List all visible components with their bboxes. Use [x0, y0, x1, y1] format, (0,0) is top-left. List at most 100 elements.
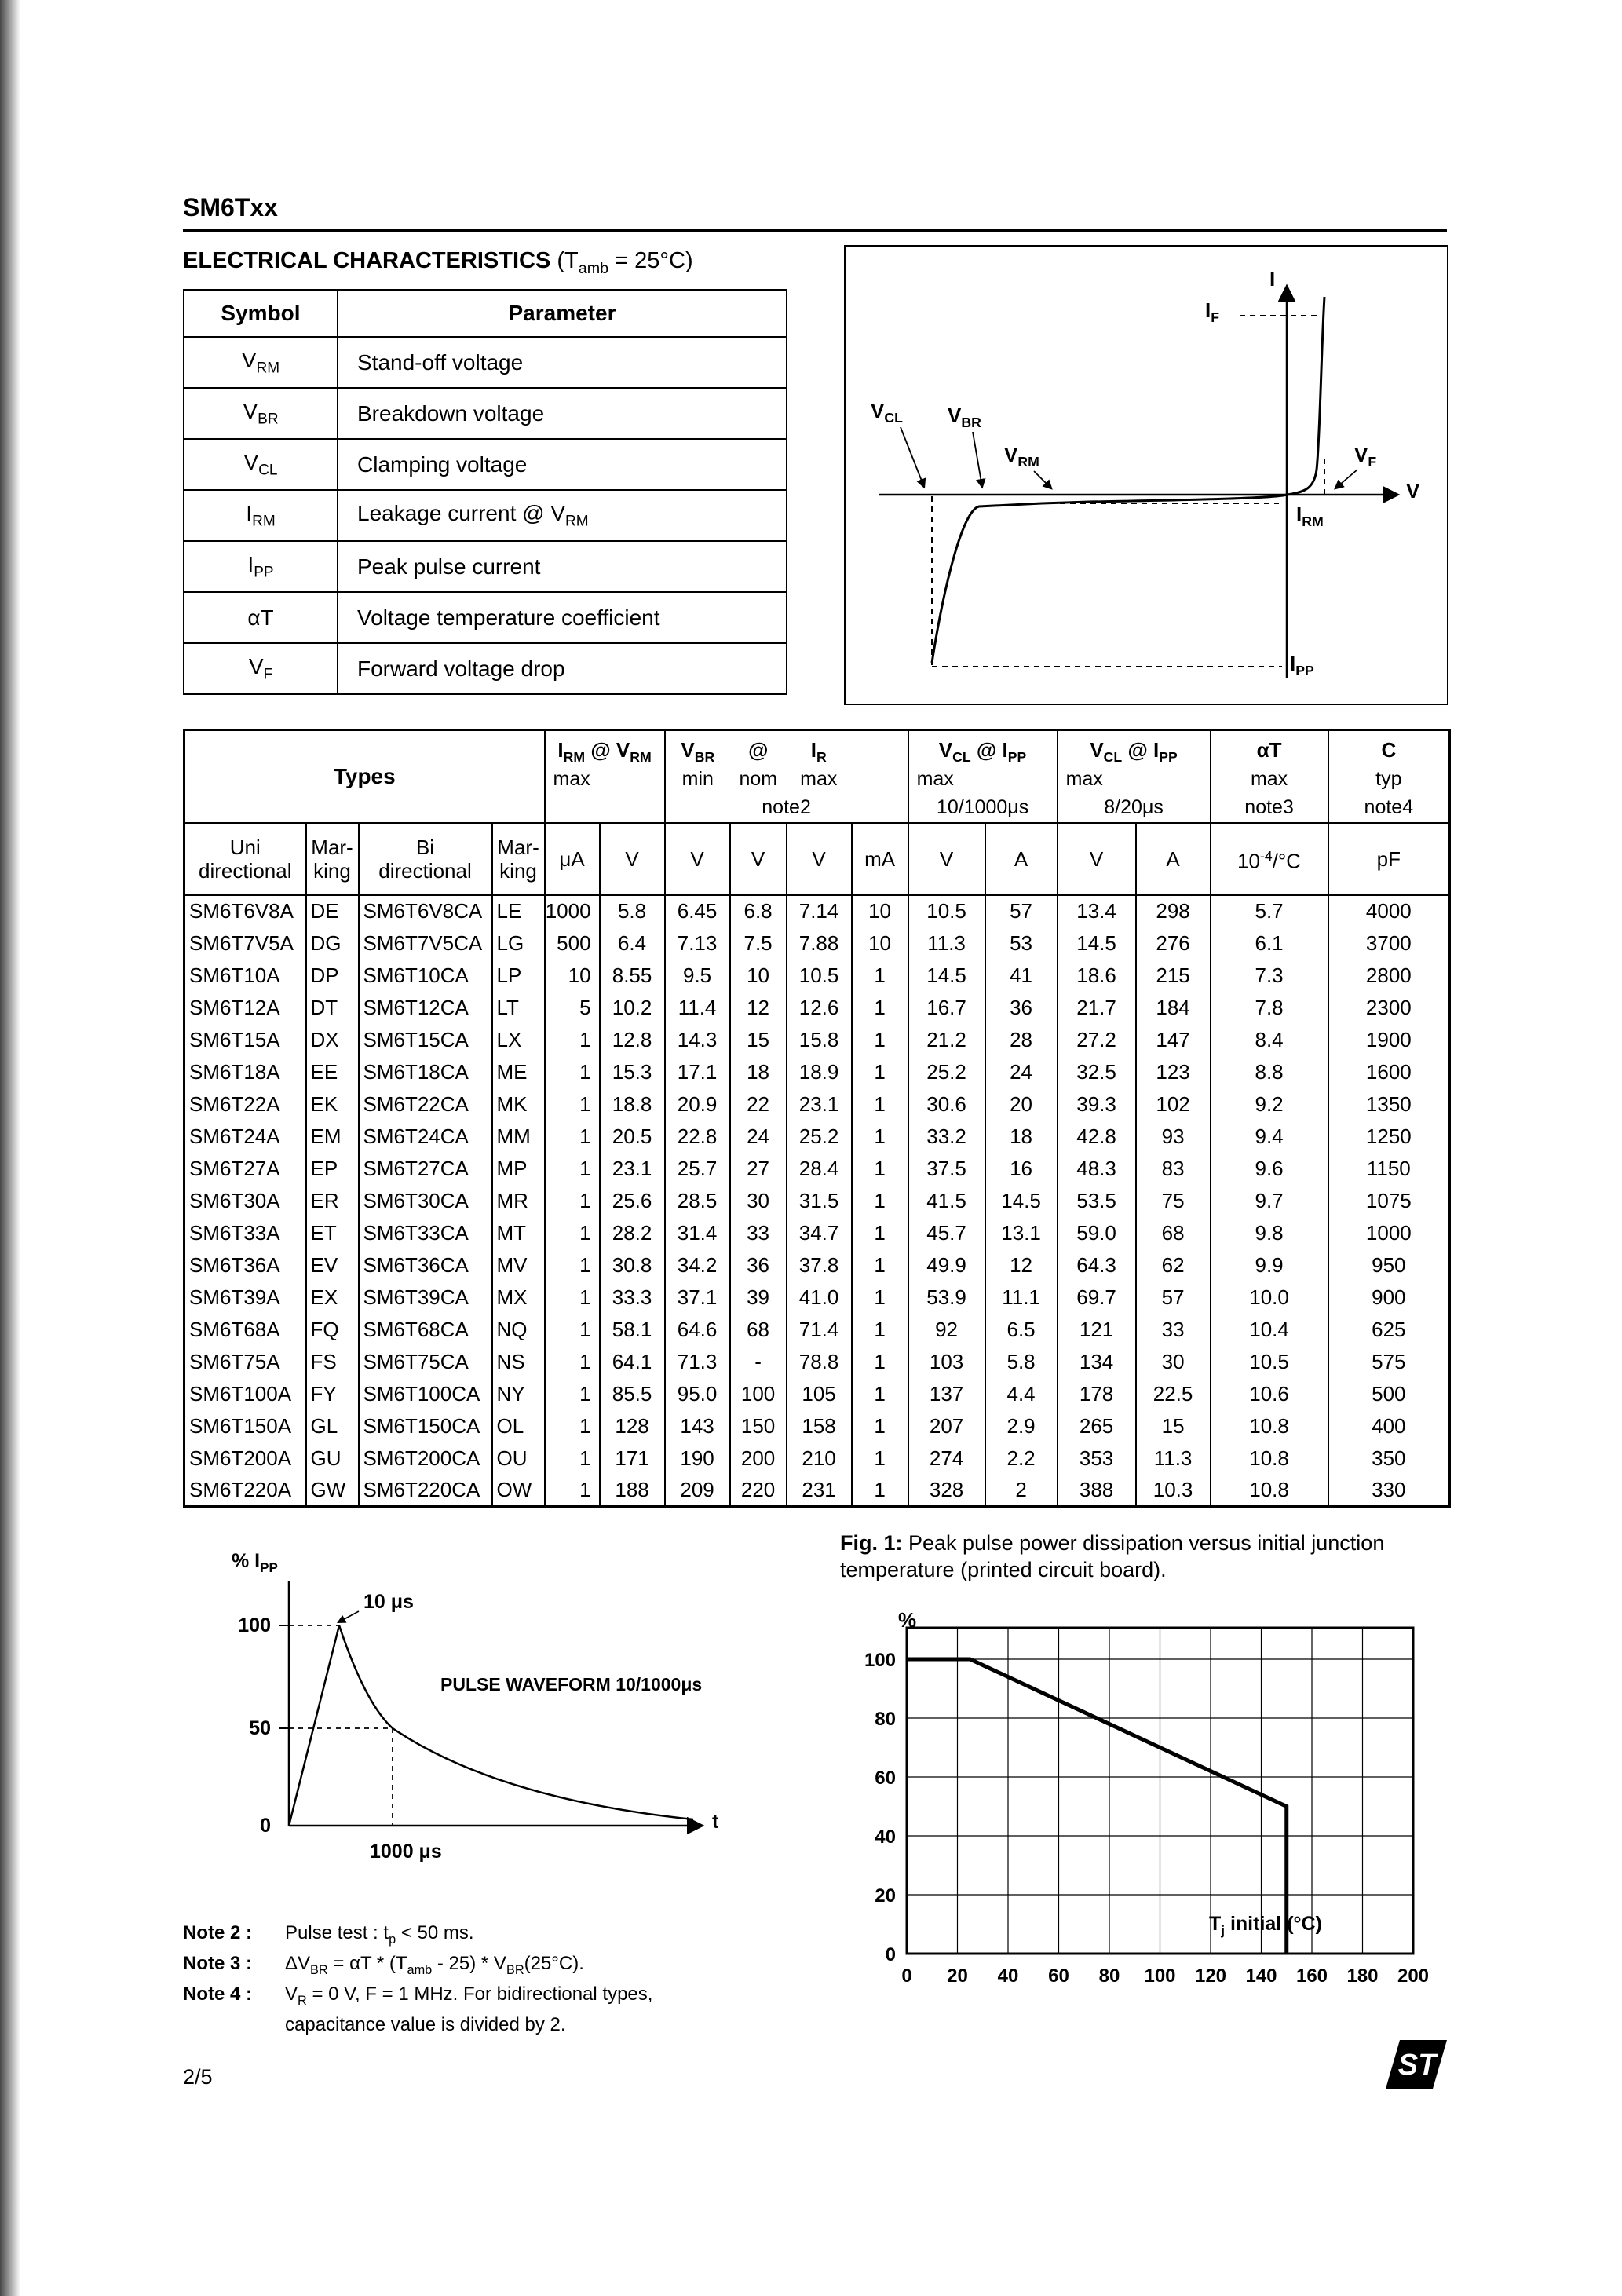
table-cell: 12.8 — [598, 1023, 665, 1056]
table-cell: 18.9 — [785, 1055, 852, 1088]
table-cell: SM6T12A — [183, 991, 306, 1024]
table-cell: 7.88 — [785, 927, 852, 960]
table-cell: 24 — [984, 1055, 1058, 1088]
table-cell: 1900 — [1327, 1023, 1450, 1056]
table-cell: SM6T100A — [183, 1377, 306, 1410]
table-cell: 22.5 — [1134, 1377, 1211, 1410]
device-row: SM6T36A EV SM6T36CA MV 1 30.8 34.2 36 37.8 1 49.9 1… — [183, 1249, 1450, 1281]
table-cell: 33.3 — [598, 1281, 665, 1314]
table-cell: 15 — [1134, 1409, 1211, 1442]
table-cell: SM6T100CA — [357, 1377, 492, 1410]
table-cell: 1 — [850, 991, 908, 1024]
pulse-waveform-graphic — [279, 1581, 705, 1835]
table-cell: 900 — [1327, 1281, 1450, 1314]
table-cell: 353 — [1056, 1442, 1136, 1475]
symbol-table-row: VBR Breakdown voltage — [183, 387, 787, 440]
table-cell: 575 — [1327, 1345, 1450, 1378]
fig1-caption-number: Fig. 1: — [840, 1531, 903, 1555]
table-cell: SM6T220A — [183, 1474, 306, 1507]
symbol-table-row: IPP Peak pulse current — [183, 540, 787, 593]
table-cell: 158 — [785, 1409, 852, 1442]
table-cell: 1 — [850, 1184, 908, 1217]
table-cell: 7.8 — [1209, 991, 1328, 1024]
table-cell: 32.5 — [1056, 1055, 1136, 1088]
parameter-column-header: Parameter — [337, 289, 787, 338]
table-cell: SM6T30A — [183, 1184, 306, 1217]
parameter-cell: Breakdown voltage — [337, 387, 787, 440]
table-cell: 64.3 — [1056, 1249, 1136, 1281]
table-cell: 215 — [1134, 959, 1211, 992]
table-cell: 7.3 — [1209, 959, 1328, 992]
table-cell: 14.3 — [663, 1023, 730, 1056]
table-cell: 10 — [543, 959, 600, 992]
table-cell: 14.5 — [984, 1184, 1058, 1217]
vcl-label: VCL — [871, 399, 903, 426]
symbol-cell: VF — [183, 642, 338, 695]
table-cell: 53.5 — [1056, 1184, 1136, 1217]
notes-section: Note 2 : Pulse test : tp < 50 ms. Note 3… — [183, 1922, 652, 2045]
device-row: SM6T150A GL SM6T150CA OL 1 128 143 150 158 1 207 2.… — [183, 1409, 1450, 1442]
table-cell: 8.4 — [1209, 1023, 1328, 1056]
table-cell: 10.5 — [1209, 1345, 1328, 1378]
table-cell: FS — [305, 1345, 359, 1378]
table-cell: EM — [305, 1120, 359, 1153]
table-cell: 1 — [543, 1313, 600, 1346]
page-number: 2/5 — [183, 2065, 213, 2089]
symbol-cell: IPP — [183, 540, 338, 593]
type-column-header: Mar-king — [305, 822, 359, 896]
table-cell: 36 — [729, 1249, 787, 1281]
table-cell: SM6T36A — [183, 1249, 306, 1281]
table-cell: 2 — [984, 1474, 1058, 1507]
svg-text:140: 140 — [1245, 1965, 1277, 1987]
scan-edge-artifact — [0, 0, 20, 2296]
note-3-label: Note 3 : — [183, 1953, 253, 1974]
if-label: IF — [1205, 298, 1220, 326]
symbol-table-row: VCL Clamping voltage — [183, 438, 787, 491]
section-title-text: ELECTRICAL CHARACTERISTICS — [183, 248, 551, 273]
table-cell: SM6T75CA — [357, 1345, 492, 1378]
table-cell: 30.6 — [907, 1088, 985, 1121]
table-cell: 83 — [1134, 1152, 1211, 1185]
title-rule — [183, 229, 1447, 232]
svg-text:80: 80 — [1099, 1965, 1120, 1987]
table-cell: 42.8 — [1056, 1120, 1136, 1153]
device-row: SM6T22A EK SM6T22CA MK 1 18.8 20.9 22 23.1 1 30.6 2… — [183, 1088, 1450, 1121]
table-cell: 1 — [543, 1281, 600, 1314]
table-cell: 128 — [598, 1409, 665, 1442]
table-cell: 11.4 — [663, 991, 730, 1024]
page-title: SM6Txx — [183, 193, 278, 221]
note-2-label: Note 2 : — [183, 1922, 253, 1943]
table-cell: SM6T33A — [183, 1216, 306, 1249]
table-cell: SM6T75A — [183, 1345, 306, 1378]
table-cell: SM6T27A — [183, 1152, 306, 1185]
table-cell: MM — [491, 1120, 545, 1153]
table-cell: 184 — [1134, 991, 1211, 1024]
table-cell: 20 — [984, 1088, 1058, 1121]
symbol-cell: αT — [183, 591, 338, 644]
table-cell: 9.4 — [1209, 1120, 1328, 1153]
device-row: SM6T100A FY SM6T100CA NY 1 85.5 95.0 100 105 1 137… — [183, 1377, 1450, 1410]
table-cell: MV — [491, 1249, 545, 1281]
table-cell: 30.8 — [598, 1249, 665, 1281]
table-cell: 14.5 — [1056, 927, 1136, 960]
symbol-cell: IRM — [183, 489, 338, 542]
table-cell: 6.45 — [663, 894, 730, 927]
table-cell: 1 — [850, 1442, 908, 1475]
table-cell: LG — [491, 927, 545, 960]
table-cell: 37.5 — [907, 1152, 985, 1185]
table-cell: 25.6 — [598, 1184, 665, 1217]
table-cell: 400 — [1327, 1409, 1450, 1442]
table-cell: 8.8 — [1209, 1055, 1328, 1088]
table-cell: 6.8 — [729, 894, 787, 927]
table-cell: 9.2 — [1209, 1088, 1328, 1121]
table-cell: 39 — [729, 1281, 787, 1314]
table-cell: SM6T6V8CA — [357, 894, 492, 927]
parameter-cell: Stand-off voltage — [337, 336, 787, 389]
table-cell: SM6T6V8A — [183, 894, 306, 927]
table-cell: 171 — [598, 1442, 665, 1475]
table-cell: 1 — [850, 1313, 908, 1346]
table-cell: 20.9 — [663, 1088, 730, 1121]
type-column-header: Mar-king — [491, 822, 545, 896]
table-cell: 1 — [850, 1120, 908, 1153]
pulse-rise-segment — [287, 1625, 341, 1826]
